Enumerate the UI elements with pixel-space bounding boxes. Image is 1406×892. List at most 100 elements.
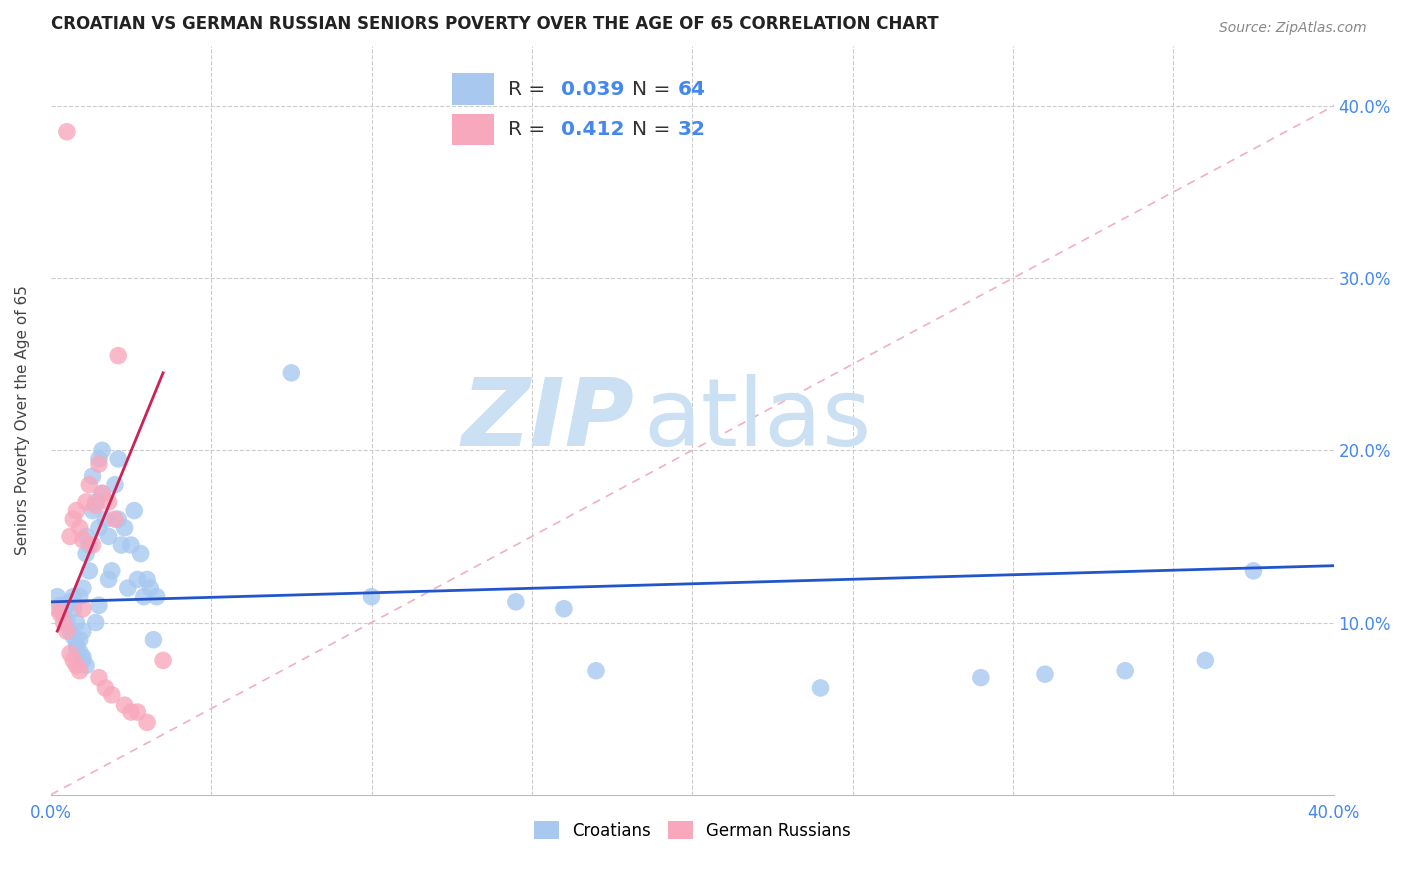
Point — [65, 615, 87, 630]
Point — [94, 512, 117, 526]
Point — [136, 573, 159, 587]
Text: CROATIAN VS GERMAN RUSSIAN SENIORS POVERTY OVER THE AGE OF 65 CORRELATION CHART: CROATIAN VS GERMAN RUSSIAN SENIORS POVER… — [51, 15, 938, 33]
Point — [72, 624, 94, 639]
Point — [122, 503, 145, 517]
Point — [84, 615, 107, 630]
Point — [62, 590, 84, 604]
Text: atlas: atlas — [644, 374, 872, 467]
Point — [553, 601, 575, 615]
Point — [75, 658, 97, 673]
Point — [82, 503, 104, 517]
Point — [49, 607, 72, 621]
Point — [62, 629, 84, 643]
Point — [1243, 564, 1265, 578]
Point — [100, 564, 122, 578]
Point — [107, 349, 129, 363]
Point — [75, 495, 97, 509]
Point — [72, 653, 94, 667]
Point — [280, 366, 302, 380]
Point — [1194, 653, 1216, 667]
Point — [72, 649, 94, 664]
Point — [49, 599, 72, 613]
Point — [72, 601, 94, 615]
Point — [114, 698, 136, 713]
Point — [46, 590, 69, 604]
Point — [69, 632, 91, 647]
Point — [59, 529, 82, 543]
Point — [87, 599, 110, 613]
Point — [65, 503, 87, 517]
Point — [129, 547, 152, 561]
Point — [59, 647, 82, 661]
Point — [56, 615, 79, 630]
Point — [1033, 667, 1056, 681]
Point — [97, 573, 120, 587]
Point — [79, 477, 101, 491]
Point — [56, 599, 79, 613]
Y-axis label: Seniors Poverty Over the Age of 65: Seniors Poverty Over the Age of 65 — [15, 285, 30, 555]
Point — [46, 601, 69, 615]
Point — [505, 595, 527, 609]
Point — [65, 658, 87, 673]
Point — [810, 681, 832, 695]
Point — [52, 607, 75, 621]
Point — [142, 632, 165, 647]
Point — [120, 538, 142, 552]
Point — [107, 512, 129, 526]
Point — [59, 624, 82, 639]
Point — [72, 581, 94, 595]
Point — [94, 681, 117, 695]
Point — [82, 469, 104, 483]
Point — [69, 590, 91, 604]
Point — [91, 486, 114, 500]
Point — [104, 512, 127, 526]
Text: ZIP: ZIP — [461, 374, 634, 467]
Point — [82, 538, 104, 552]
Point — [65, 636, 87, 650]
Point — [139, 581, 162, 595]
Point — [87, 521, 110, 535]
Point — [127, 705, 149, 719]
Point — [75, 547, 97, 561]
Point — [91, 486, 114, 500]
Point — [91, 443, 114, 458]
Text: Source: ZipAtlas.com: Source: ZipAtlas.com — [1219, 21, 1367, 35]
Point — [79, 564, 101, 578]
Point — [62, 512, 84, 526]
Point — [970, 671, 993, 685]
Point — [120, 705, 142, 719]
Point — [360, 590, 382, 604]
Point — [152, 653, 174, 667]
Point — [59, 595, 82, 609]
Point — [117, 581, 139, 595]
Point — [145, 590, 167, 604]
Point — [65, 641, 87, 656]
Point — [87, 451, 110, 466]
Point — [97, 495, 120, 509]
Point — [87, 457, 110, 471]
Point — [87, 671, 110, 685]
Point — [69, 664, 91, 678]
Point — [110, 538, 132, 552]
Point — [1114, 664, 1136, 678]
Point — [585, 664, 607, 678]
Point — [104, 477, 127, 491]
Point — [62, 601, 84, 615]
Point — [56, 624, 79, 639]
Point — [79, 538, 101, 552]
Point — [114, 521, 136, 535]
Legend: Croatians, German Russians: Croatians, German Russians — [527, 814, 858, 847]
Point — [72, 533, 94, 547]
Point — [100, 688, 122, 702]
Point — [69, 521, 91, 535]
Point — [132, 590, 155, 604]
Point — [136, 715, 159, 730]
Point — [56, 125, 79, 139]
Point — [84, 499, 107, 513]
Point — [97, 529, 120, 543]
Point — [62, 653, 84, 667]
Point — [127, 573, 149, 587]
Point — [52, 615, 75, 630]
Point — [75, 529, 97, 543]
Point — [69, 645, 91, 659]
